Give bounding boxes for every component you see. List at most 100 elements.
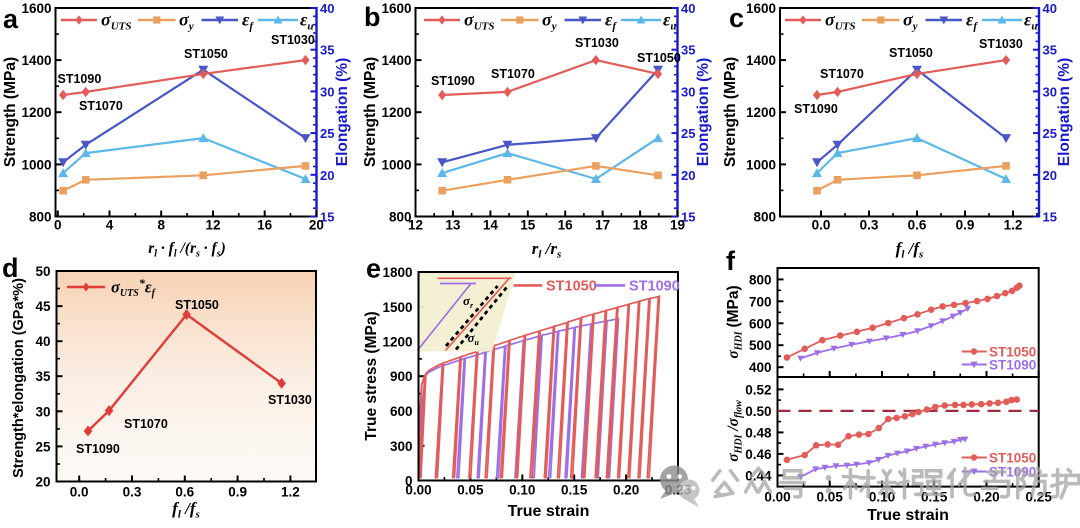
- svg-text:0.10: 0.10: [869, 490, 895, 505]
- svg-text:15: 15: [520, 218, 536, 233]
- svg-text:σUTS: σUTS: [825, 9, 855, 32]
- svg-text:σy: σy: [179, 9, 194, 32]
- svg-text:0.0: 0.0: [812, 218, 831, 233]
- svg-text:300: 300: [390, 439, 413, 454]
- svg-text:0.10: 0.10: [509, 483, 535, 498]
- svg-text:σUTS: σUTS: [464, 9, 494, 32]
- svg-text:ST1070: ST1070: [820, 67, 864, 81]
- svg-text:25: 25: [320, 126, 334, 141]
- svg-text:εu: εu: [300, 9, 314, 32]
- svg-text:0.15: 0.15: [561, 483, 588, 498]
- svg-text:ST1050: ST1050: [175, 298, 219, 312]
- svg-text:30: 30: [1043, 84, 1057, 99]
- svg-text:d: d: [2, 253, 19, 283]
- svg-text:ST1050: ST1050: [889, 46, 933, 60]
- svg-text:1200: 1200: [382, 335, 412, 350]
- svg-text:1.2: 1.2: [281, 485, 300, 500]
- svg-text:True strain: True strain: [867, 507, 949, 524]
- svg-text:ST1090: ST1090: [794, 102, 838, 116]
- svg-text:0.3: 0.3: [123, 485, 142, 500]
- svg-text:400: 400: [749, 360, 772, 375]
- svg-text:0.25: 0.25: [1026, 490, 1053, 505]
- svg-text:40: 40: [1043, 1, 1057, 16]
- svg-text:ST1050: ST1050: [989, 451, 1036, 466]
- svg-text:0.9: 0.9: [956, 218, 975, 233]
- svg-text:20: 20: [681, 168, 695, 183]
- svg-text:ST1070: ST1070: [124, 417, 168, 431]
- svg-text:ST1070: ST1070: [491, 67, 535, 81]
- svg-text:Elongation (%): Elongation (%): [334, 58, 351, 167]
- svg-text:14: 14: [483, 218, 499, 233]
- svg-text:True stress (MPa): True stress (MPa): [363, 311, 380, 440]
- svg-text:ST1050: ST1050: [184, 47, 228, 61]
- svg-text:0.20: 0.20: [973, 490, 999, 505]
- svg-text:700: 700: [749, 294, 772, 309]
- svg-text:ST1030: ST1030: [268, 393, 312, 407]
- svg-text:35: 35: [681, 43, 695, 58]
- svg-text:800: 800: [753, 210, 776, 225]
- svg-text:1400: 1400: [746, 53, 776, 68]
- svg-text:1400: 1400: [21, 53, 51, 68]
- svg-text:Elongation (%): Elongation (%): [1056, 58, 1073, 167]
- svg-text:40: 40: [320, 1, 334, 16]
- svg-text:800: 800: [749, 272, 772, 287]
- svg-text:rl · fl /(rs · fs): rl · fl /(rs · fs): [148, 240, 226, 259]
- svg-text:12: 12: [408, 218, 423, 233]
- svg-text:500: 500: [749, 338, 772, 353]
- svg-text:20: 20: [35, 475, 50, 490]
- svg-text:800: 800: [389, 210, 412, 225]
- svg-text:ST1090: ST1090: [76, 442, 120, 456]
- svg-text:fl /fs: fl /fs: [172, 499, 200, 521]
- svg-text:ST1090: ST1090: [629, 279, 680, 295]
- svg-text:ST1030: ST1030: [575, 36, 619, 50]
- svg-text:30: 30: [320, 84, 334, 99]
- svg-text:ST1090: ST1090: [431, 74, 475, 88]
- svg-text:0.6: 0.6: [175, 485, 194, 500]
- svg-text:20: 20: [1043, 168, 1057, 183]
- svg-text:19: 19: [670, 218, 685, 233]
- svg-text:1000: 1000: [746, 157, 776, 172]
- svg-text:σHDI /σflow: σHDI /σflow: [725, 400, 744, 462]
- svg-text:0.3: 0.3: [860, 218, 879, 233]
- svg-text:25: 25: [35, 439, 51, 454]
- svg-text:1800: 1800: [382, 265, 412, 280]
- svg-text:a: a: [3, 4, 19, 34]
- svg-text:εf: εf: [605, 9, 617, 32]
- svg-text:0: 0: [54, 218, 62, 233]
- svg-text:1600: 1600: [746, 1, 776, 16]
- svg-text:18: 18: [633, 218, 649, 233]
- svg-text:35: 35: [320, 43, 334, 58]
- svg-text:0.48: 0.48: [745, 425, 772, 440]
- svg-text:8: 8: [157, 218, 165, 233]
- svg-text:1000: 1000: [381, 157, 411, 172]
- svg-text:0: 0: [405, 474, 413, 489]
- svg-text:16: 16: [257, 218, 273, 233]
- svg-text:σHDI (MPa): σHDI (MPa): [725, 285, 744, 358]
- svg-text:ST1070: ST1070: [79, 99, 123, 113]
- svg-text:45: 45: [35, 299, 51, 314]
- svg-text:0.20: 0.20: [613, 483, 639, 498]
- svg-text:15: 15: [320, 210, 334, 225]
- svg-text:1200: 1200: [21, 105, 51, 120]
- svg-text:εu: εu: [1024, 9, 1038, 32]
- svg-text:40: 40: [35, 334, 50, 349]
- svg-text:εf: εf: [966, 9, 978, 32]
- svg-text:0.05: 0.05: [817, 490, 844, 505]
- svg-text:4: 4: [106, 218, 114, 233]
- svg-text:600: 600: [390, 404, 413, 419]
- svg-text:15: 15: [1043, 210, 1057, 225]
- svg-text:1000: 1000: [21, 157, 51, 172]
- svg-text:16: 16: [558, 218, 574, 233]
- svg-text:εu: εu: [663, 9, 677, 32]
- svg-text:σu: σu: [468, 330, 480, 347]
- svg-text:1.2: 1.2: [1004, 218, 1023, 233]
- svg-text:1600: 1600: [21, 1, 51, 16]
- svg-text:0.6: 0.6: [908, 218, 927, 233]
- svg-text:0.00: 0.00: [405, 483, 431, 498]
- svg-text:0.46: 0.46: [745, 447, 772, 462]
- svg-text:25: 25: [1043, 126, 1057, 141]
- svg-text:0.50: 0.50: [745, 404, 771, 419]
- svg-text:0.05: 0.05: [457, 483, 484, 498]
- svg-text:Elongation (%): Elongation (%): [695, 58, 712, 167]
- svg-text:c: c: [729, 3, 744, 33]
